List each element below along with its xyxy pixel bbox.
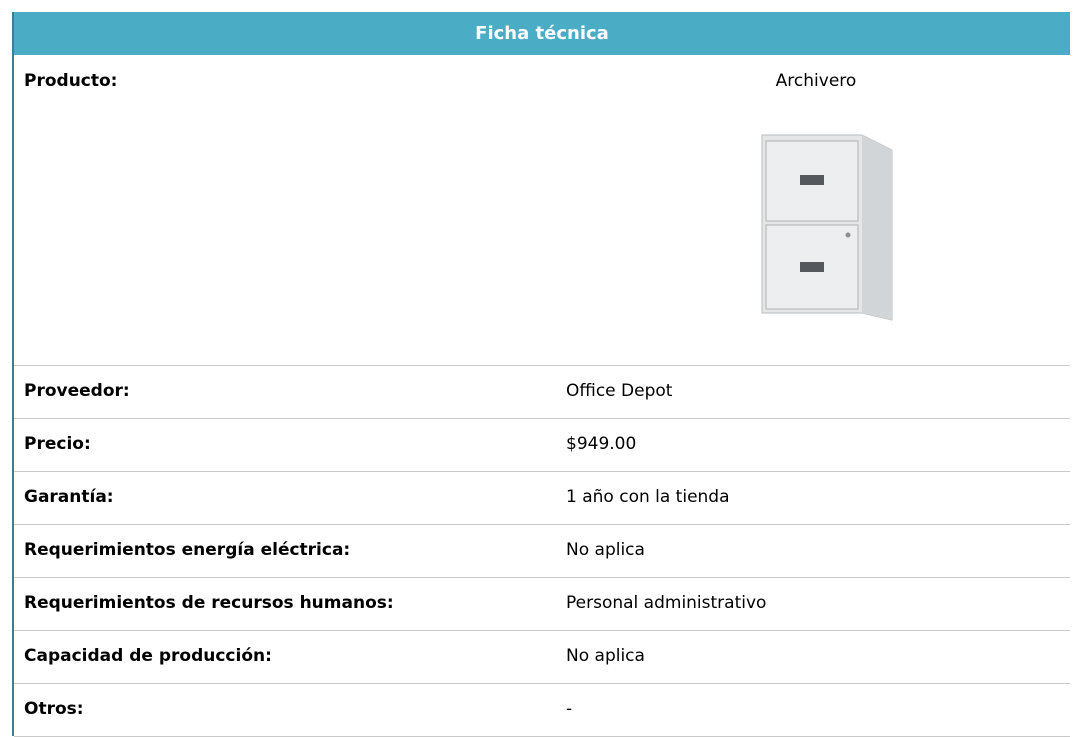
- spec-row: Requerimientos de recursos humanos: Perso…: [14, 578, 1070, 631]
- row-label: Requerimientos energía eléctrica:: [24, 540, 351, 560]
- row-label: Proveedor:: [24, 381, 130, 401]
- row-value: Personal administrativo: [566, 593, 767, 613]
- row-label: Producto:: [24, 71, 118, 91]
- spec-row: Capacidad de producción: No aplica: [14, 631, 1070, 684]
- row-value: Archivero: [775, 71, 857, 91]
- row-value: No aplica: [566, 646, 645, 666]
- rows: Proveedor: Office Depot Precio: $949.00 Gara…: [14, 366, 1070, 737]
- sheet-title: Ficha técnica: [14, 12, 1070, 55]
- row-label: Requerimientos de recursos humanos:: [24, 593, 394, 613]
- row-value: No aplica: [566, 540, 645, 560]
- row-label: Precio:: [24, 434, 91, 454]
- row-value: -: [566, 699, 573, 719]
- spec-row: Proveedor: Office Depot: [14, 366, 1070, 419]
- row-value: Office Depot: [566, 381, 673, 401]
- row-label: Otros:: [24, 699, 84, 719]
- spec-row: Requerimientos energía eléctrica: No apli…: [14, 525, 1070, 578]
- spec-row: Otros: -: [14, 684, 1070, 737]
- row-value: 1 año con la tienda: [566, 487, 730, 507]
- spec-row: Garantía: 1 año con la tienda: [14, 472, 1070, 525]
- row-label: Garantía:: [24, 487, 114, 507]
- row-value: $949.00: [566, 434, 637, 454]
- product-row: Producto: Archivero: [14, 55, 1070, 366]
- spec-row: Precio: $949.00: [14, 419, 1070, 472]
- product-image: [761, 134, 893, 321]
- row-label: Capacidad de producción:: [24, 646, 272, 666]
- spec-sheet: Ficha técnica Producto: Archivero Provee…: [12, 12, 1070, 737]
